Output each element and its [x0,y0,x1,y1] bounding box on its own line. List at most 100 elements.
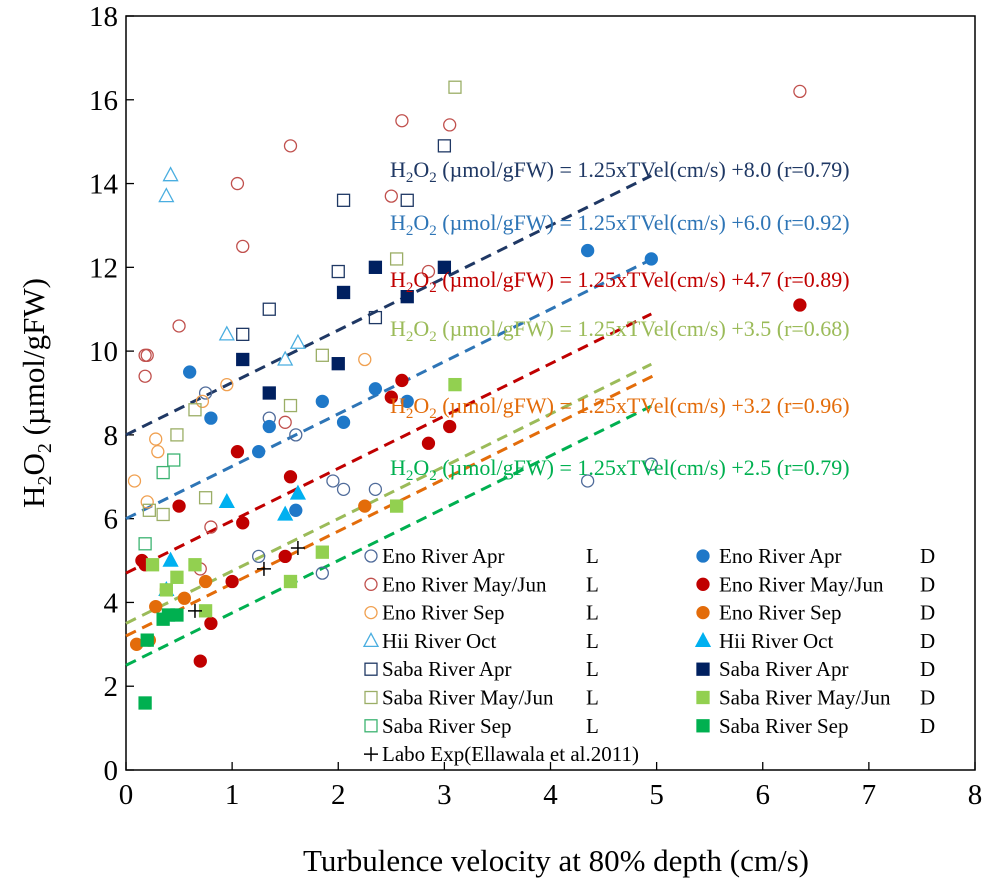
legend-label: Hii River Oct [719,629,833,653]
legend-condition: L [586,601,599,625]
data-point [368,310,383,325]
x-tick-label: 1 [225,779,240,811]
x-tick-label: 7 [862,779,877,811]
data-point [368,482,383,496]
legend-label: Saba River Sep [719,714,848,738]
data-point [252,549,266,564]
y-tick-label: 12 [89,252,118,284]
data-point [358,499,372,513]
y-tick-label: 14 [89,169,119,201]
y-tick-label: 2 [104,671,119,703]
data-point [162,551,179,567]
data-point [389,252,404,266]
data-point [580,243,595,258]
legend-condition: D [920,629,935,653]
fit-line [125,174,652,437]
data-point [262,419,276,434]
y-tick-label: 0 [104,755,119,787]
legend-marker [364,605,378,620]
data-point [218,493,235,509]
legend-marker [364,549,378,563]
fit-line [125,362,652,625]
legend-label: Eno River May/Jun [719,572,884,596]
data-point [230,176,245,191]
fit-line [125,258,652,521]
data-point [400,193,414,207]
data-point [580,474,595,488]
data-point [262,386,276,400]
fit-equation: H2O2 (µmol/gFW) = 1.25xTVel(cm/s) +8.0 (… [390,157,850,186]
legend-marker [694,632,712,648]
data-point [437,139,452,153]
data-point [358,352,372,367]
legend: Eno River Apr L Eno River Apr D Eno River Ma… [362,544,935,766]
data-point [177,591,192,605]
legend-label: Eno River Sep [382,601,504,625]
data-point [151,444,165,459]
data-point [156,465,170,480]
data-point [140,348,154,362]
data-point [400,290,414,304]
data-point [793,298,807,312]
legend-condition: L [586,629,599,653]
y-tick-label: 6 [104,504,119,536]
data-point [172,319,186,333]
legend-label: Saba River Sep [382,714,511,738]
legend-item: Eno River Apr L [364,544,599,568]
data-point [336,482,351,496]
data-point [236,352,250,367]
data-point [443,118,457,132]
legend-label: Eno River Apr [382,544,504,568]
legend-item: Labo Exp(Ellawala et al.2011) [364,742,639,766]
data-point [278,415,292,429]
data-point [389,499,404,513]
data-point [421,436,436,450]
data-point [283,470,298,484]
fit-equation: H2O2 (µmol/gFW) = 1.25xTVel(cm/s) +4.7 (… [390,267,850,296]
fit-equation: H2O2 (µmol/gFW) = 1.25xTVel(cm/s) +3.5 (… [390,316,850,345]
legend-marker [696,549,710,563]
data-point [368,382,383,396]
data-point [437,260,452,274]
legend-item: Saba River Apr L [364,657,599,681]
y-tick-label: 18 [89,1,118,33]
legend-item: Eno River Sep D [696,601,935,625]
data-point [395,373,409,388]
data-point [283,574,298,589]
data-point [198,386,213,400]
data-point [384,390,398,404]
data-point [326,474,340,488]
x-tick-label: 0 [119,779,134,811]
data-point [236,327,250,342]
data-point [140,495,154,509]
data-point [138,537,152,551]
data-point [138,696,152,710]
data-point [145,558,160,572]
data-point [331,264,345,279]
data-point [384,189,398,203]
data-point [644,252,658,266]
data-point [138,369,152,383]
y-tick-label: 10 [89,336,118,368]
legend-condition: L [586,657,599,681]
data-point [277,505,294,521]
legend-item: Saba River Sep L [364,714,599,738]
x-tick-label: 5 [649,779,664,811]
data-point [421,264,436,279]
data-point [170,608,184,622]
data-point [336,193,351,207]
legend-item: Eno River May/Jun L [364,572,599,596]
data-point [336,415,351,429]
legend-marker [696,662,710,676]
data-point [220,377,234,392]
y-tick-label: 8 [104,420,119,452]
data-point [443,419,457,434]
data-point [218,325,235,341]
legend-marker [364,690,378,705]
data-point [289,428,303,442]
legend-item: Eno River Sep L [364,601,599,625]
data-point [256,561,271,576]
legend-item: Saba River Apr D [696,657,935,681]
data-point [149,599,163,614]
